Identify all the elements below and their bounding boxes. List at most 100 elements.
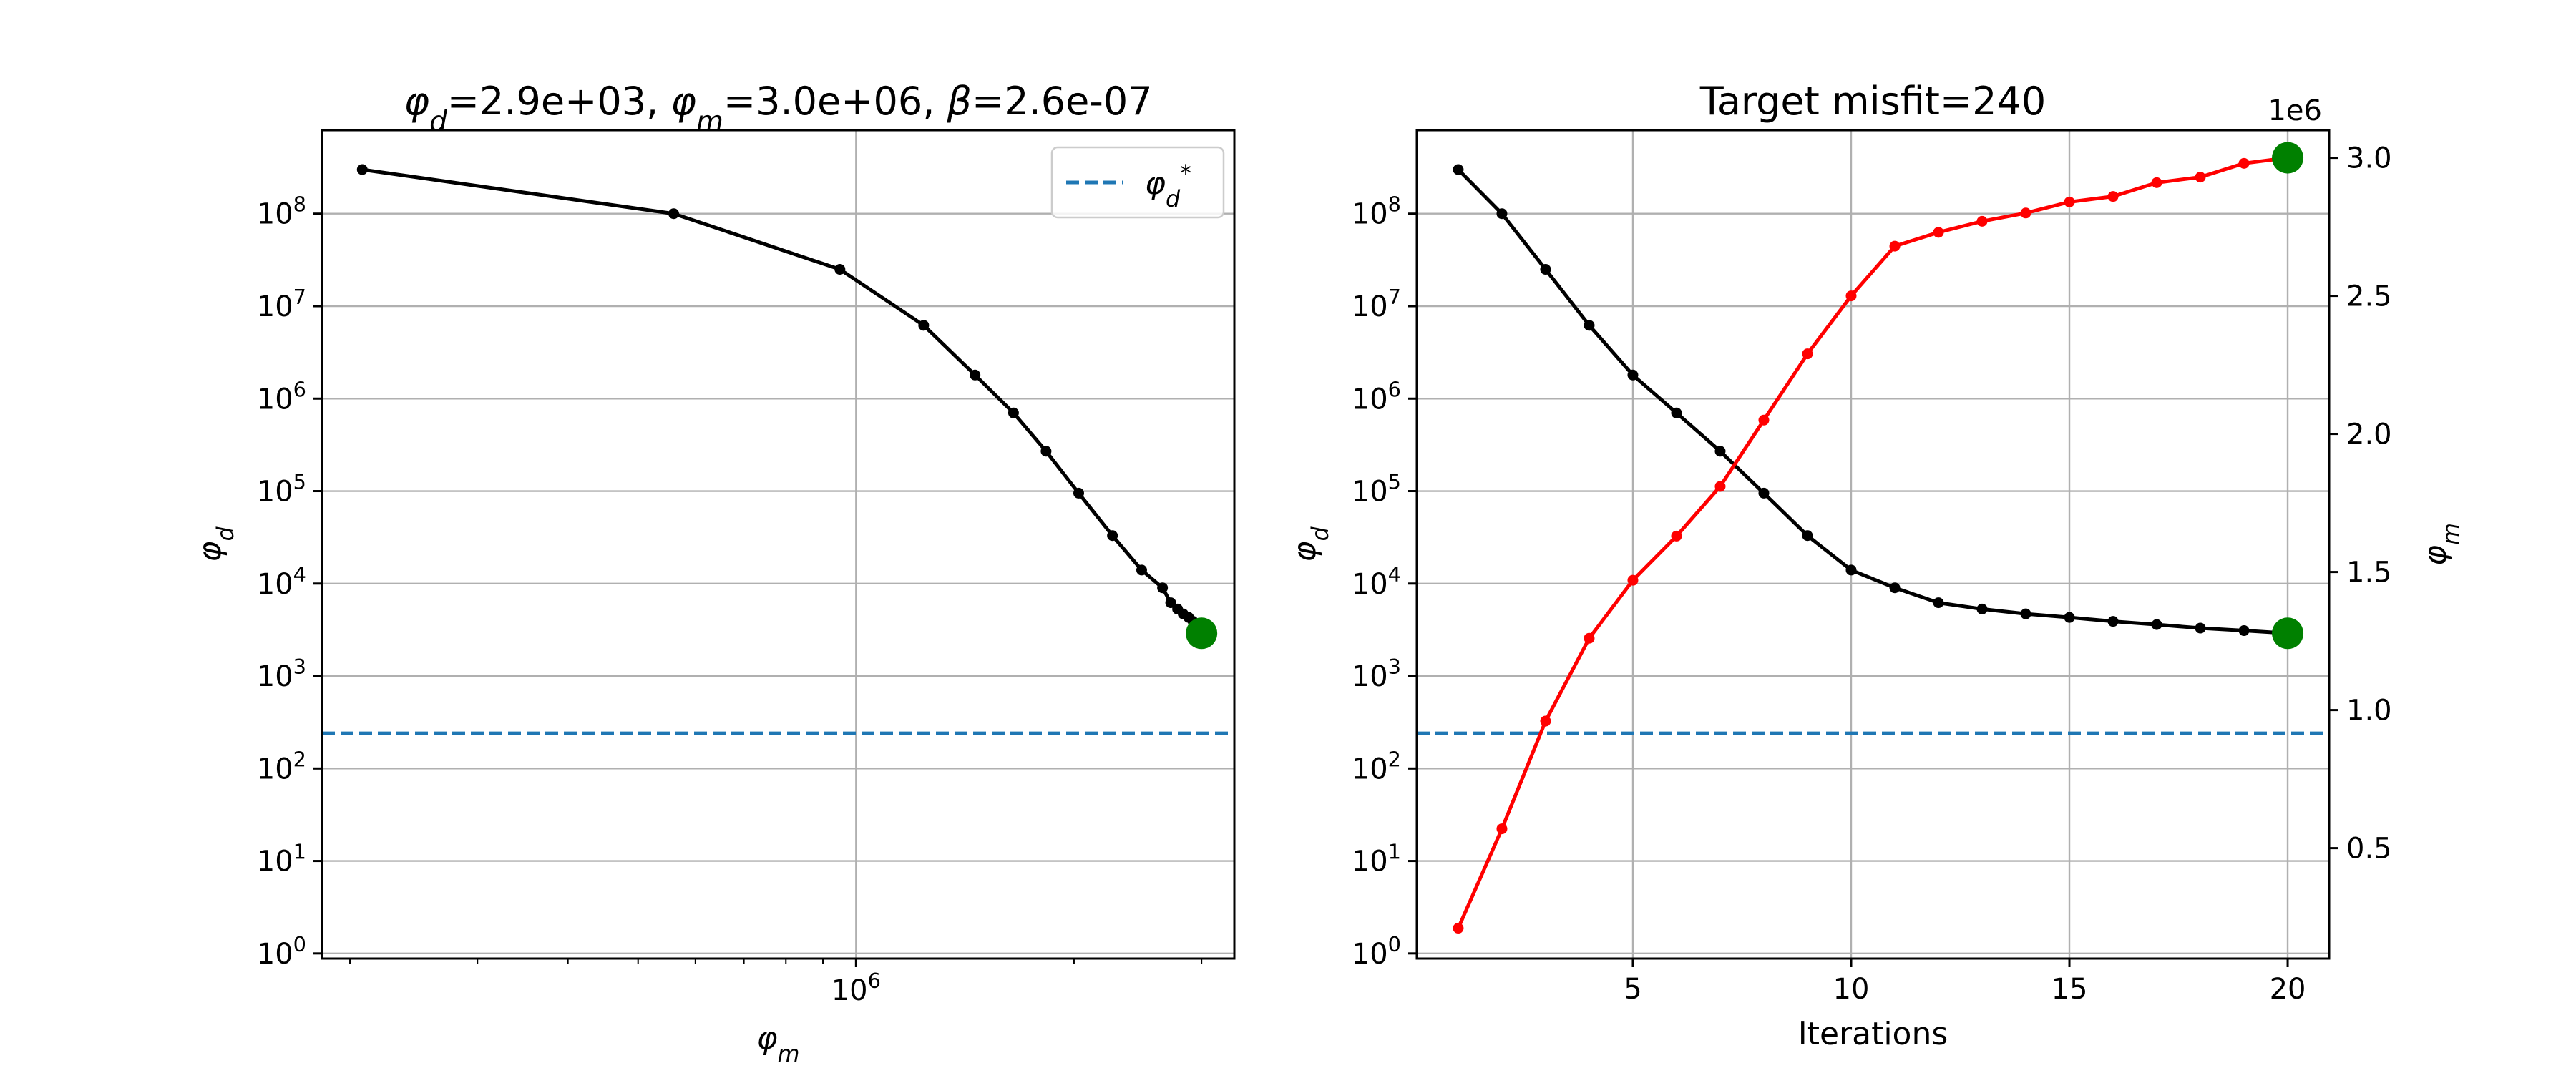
right-data-point-phi-d <box>1933 597 1944 609</box>
left-ytick-label: 103 <box>257 655 306 693</box>
right-data-point-phi-d <box>1802 530 1813 542</box>
right-xtick-label: 10 <box>1833 973 1870 1006</box>
right-data-point-phi-m <box>1540 715 1551 727</box>
right-data-point-phi-d <box>1496 208 1508 220</box>
right-data-point-phi-m <box>1758 414 1770 426</box>
right-data-point-phi-m <box>1889 240 1901 252</box>
right-data-point-phi-m <box>1496 823 1508 835</box>
right-y2tick-label: 3.0 <box>2346 142 2392 175</box>
left-data-point <box>970 369 981 381</box>
right-ytick-label: 108 <box>1352 192 1401 231</box>
right-data-point-phi-m <box>1845 290 1857 302</box>
right-data-point-phi-d <box>1453 164 1464 175</box>
right-data-point-phi-m <box>1453 923 1464 934</box>
right-data-point-phi-d <box>2107 616 2119 627</box>
legend-box <box>1050 146 1225 219</box>
left-ytick-label: 101 <box>257 840 306 878</box>
left-data-point <box>1165 597 1176 609</box>
right-ytick-label: 107 <box>1352 285 1401 323</box>
right-data-point-phi-m <box>1933 227 1944 238</box>
right-y2tick-label: 1.0 <box>2346 695 2392 727</box>
right-data-point-phi-m <box>1584 632 1595 644</box>
right-ytick-label: 103 <box>1352 655 1401 693</box>
right-highlight-point <box>2272 617 2304 650</box>
right-data-point-phi-m <box>2238 157 2250 169</box>
right-data-point-phi-m <box>2151 177 2162 188</box>
right-y2-axis-label: φm <box>2417 523 2464 566</box>
right-xtick-label: 5 <box>1624 973 1641 1006</box>
right-data-point-phi-d <box>1671 407 1682 418</box>
right-x-axis-label: Iterations <box>1798 1016 1948 1052</box>
left-highlight-point <box>1186 617 1218 650</box>
left-grid <box>322 130 1234 959</box>
left-data-point <box>834 264 846 275</box>
legend-label-target: φd* <box>1145 161 1191 212</box>
left-data-point <box>668 208 680 220</box>
left-ytick-label: 106 <box>257 377 306 416</box>
left-ytick-label: 107 <box>257 285 306 323</box>
right-data-point-phi-d <box>1584 320 1595 331</box>
right-ytick-label: 102 <box>1352 747 1401 785</box>
left-ytick-label: 108 <box>257 192 306 231</box>
right-ytick-label: 105 <box>1352 470 1401 509</box>
right-ytick-label: 100 <box>1352 932 1401 971</box>
left-ytick-label: 102 <box>257 747 306 785</box>
right-data-point-phi-d <box>1845 564 1857 576</box>
right-y2tick-label: 1.5 <box>2346 557 2392 589</box>
right-highlight-point <box>2272 142 2304 174</box>
right-data-point-phi-d <box>1758 487 1770 499</box>
right-grid <box>1417 130 2329 959</box>
left-data-point <box>1107 530 1118 542</box>
right-series-line-phi-d <box>1457 168 2288 635</box>
right-y2tick-label: 2.5 <box>2346 280 2392 313</box>
left-chart-title: φd=2.9e+03, φm=3.0e+06, β=2.6e-07 <box>404 79 1152 138</box>
right-series-line-phi-m <box>1456 156 2288 929</box>
left-data-point <box>1073 487 1084 499</box>
right-data-point-phi-m <box>1802 348 1813 360</box>
left-data-point <box>1157 582 1169 594</box>
right-data-point-phi-d <box>2064 612 2075 623</box>
left-ytick-label: 105 <box>257 470 306 509</box>
right-ytick-label: 104 <box>1352 562 1401 601</box>
right-data-point-phi-m <box>2107 191 2119 202</box>
left-ytick-label: 104 <box>257 562 306 601</box>
right-data-point-phi-d <box>1889 582 1901 594</box>
right-data-point-phi-m <box>1976 215 1988 227</box>
right-ytick-label: 101 <box>1352 840 1401 878</box>
right-y2tick-label: 2.0 <box>2346 418 2392 451</box>
right-data-point-phi-d <box>1976 603 1988 614</box>
right-data-point-phi-d <box>2020 608 2031 619</box>
left-y-axis-label: φd <box>192 526 239 562</box>
left-data-point <box>1040 446 1052 457</box>
left-xtick-label: 106 <box>831 969 881 1007</box>
left-x-axis-label: φm <box>757 1020 800 1067</box>
right-data-point-phi-d <box>2195 622 2206 634</box>
right-y-axis-label: φd <box>1287 526 1334 562</box>
left-axes-frame <box>321 129 1236 960</box>
right-xtick-label: 20 <box>2270 973 2306 1006</box>
right-data-point-phi-m <box>2064 196 2075 207</box>
left-data-point <box>356 164 368 175</box>
right-xtick-label: 15 <box>2051 973 2088 1006</box>
right-panel-iterations: 1001011021031041051061071080.51.01.52.02… <box>1287 79 2464 1052</box>
left-data-point <box>1008 407 1019 418</box>
right-data-point-phi-d <box>1540 264 1551 275</box>
right-y2tick-label: 0.5 <box>2346 833 2392 866</box>
right-data-point-phi-d <box>1627 369 1639 381</box>
right-y2-offset-text: 1e6 <box>2268 94 2322 127</box>
right-data-point-phi-d <box>2238 625 2250 637</box>
right-data-point-phi-m <box>2195 172 2206 183</box>
right-data-point-phi-d <box>1714 446 1726 457</box>
right-data-point-phi-d <box>2151 619 2162 630</box>
right-data-point-phi-m <box>1671 530 1682 542</box>
right-data-point-phi-m <box>1627 574 1639 586</box>
left-legend: φd* <box>1050 146 1225 219</box>
left-data-point <box>918 320 930 331</box>
right-chart-title: Target misfit=240 <box>1699 79 2046 124</box>
left-panel-lcurve: 100 101 102 103 104 105 106 107 108 106 φd=2.9e+03… <box>192 79 1236 1067</box>
right-data-point-phi-m <box>2020 207 2031 219</box>
right-ytick-label: 106 <box>1352 377 1401 416</box>
right-axes-frame <box>1415 129 2331 960</box>
